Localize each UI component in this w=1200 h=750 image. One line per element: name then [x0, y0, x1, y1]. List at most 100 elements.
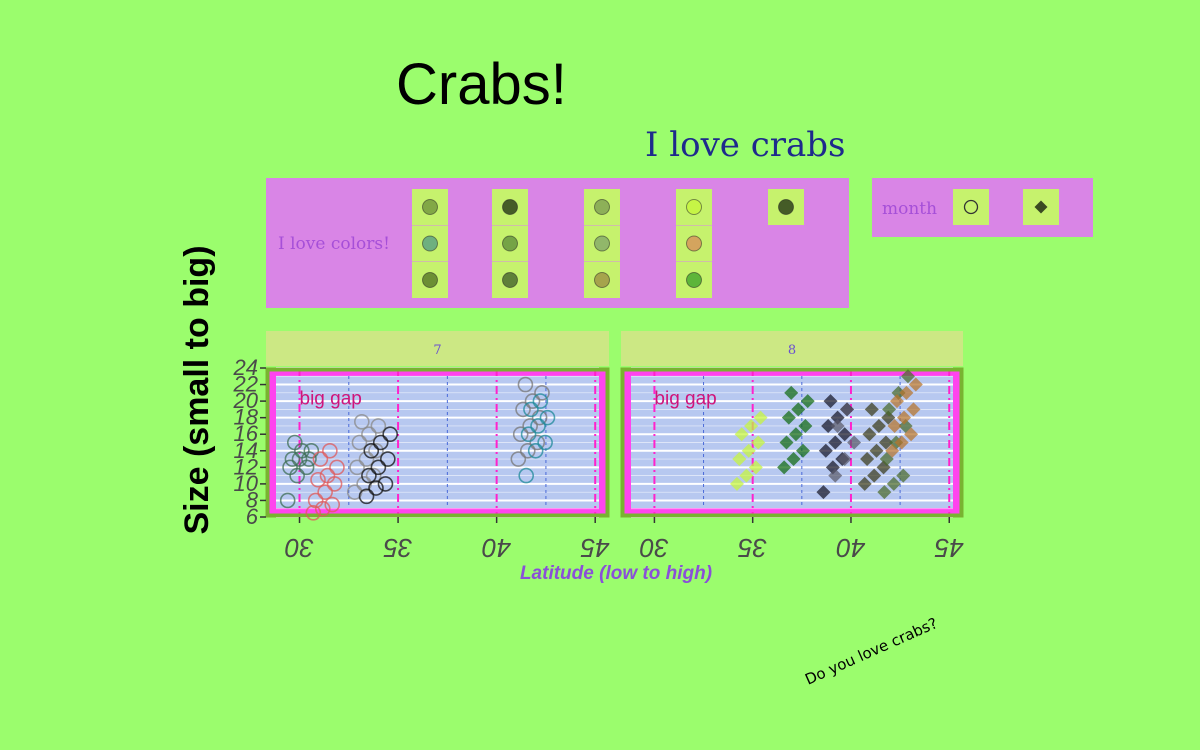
data-point	[368, 480, 384, 496]
shape-legend-keys	[953, 189, 1059, 225]
data-point	[537, 434, 553, 451]
data-point	[900, 369, 915, 384]
data-point	[284, 451, 301, 467]
x-tick-label: 40	[836, 533, 865, 563]
data-point	[319, 467, 336, 484]
color-legend-key-dot	[686, 235, 702, 252]
color-legend-key-dot	[594, 272, 610, 288]
x-tick-label: 30	[639, 533, 668, 563]
data-point	[887, 418, 902, 433]
data-point	[529, 434, 546, 451]
color-legend-key-dot	[686, 199, 702, 215]
facet-strip	[621, 331, 963, 366]
data-point	[860, 452, 875, 467]
data-point	[791, 402, 806, 417]
shape-legend-circle	[963, 199, 979, 215]
data-point	[828, 435, 843, 450]
data-point	[531, 409, 548, 426]
shape-legend-title: month	[882, 199, 937, 219]
data-point	[312, 451, 329, 467]
data-point	[523, 401, 539, 418]
color-legend-key-dot	[686, 272, 702, 288]
data-point	[897, 410, 912, 425]
data-point	[753, 410, 768, 425]
data-point	[748, 460, 763, 475]
data-point	[786, 452, 801, 467]
data-point	[279, 492, 296, 509]
color-legend-key-dot	[502, 199, 518, 215]
data-point	[894, 435, 909, 450]
data-point	[380, 451, 396, 467]
x-tick-label: 40	[482, 533, 511, 563]
data-point	[734, 427, 749, 442]
data-point	[867, 468, 882, 483]
data-point	[744, 418, 759, 433]
x-tick-label: 45	[934, 533, 963, 563]
facet-strip-label: 8	[788, 343, 796, 358]
data-point	[830, 418, 845, 433]
data-point	[307, 492, 324, 509]
y-tick-label: 10	[234, 471, 259, 496]
data-point	[800, 394, 815, 409]
color-legend-box	[266, 178, 849, 308]
y-tick-label: 24	[233, 355, 258, 380]
big-gap-annotation: big gap	[300, 388, 362, 409]
data-point	[871, 418, 886, 433]
data-point	[530, 418, 546, 434]
data-point	[788, 427, 803, 442]
data-point	[368, 442, 384, 459]
data-point	[524, 393, 541, 409]
data-point	[816, 485, 831, 500]
data-point	[862, 427, 877, 442]
y-tick-label: 8	[246, 487, 259, 512]
data-point	[798, 418, 813, 433]
data-point	[781, 410, 796, 425]
data-point	[751, 435, 766, 450]
data-point	[282, 459, 298, 476]
data-point	[882, 402, 897, 417]
facet-panel-8: 8 big gap 30 35 40 45	[620, 331, 964, 563]
y-axis-label: Size (small to big)	[178, 245, 216, 534]
data-point	[361, 426, 377, 443]
data-point	[517, 376, 534, 393]
data-point	[329, 459, 345, 476]
data-point	[784, 385, 799, 400]
data-point	[878, 435, 893, 450]
data-point	[864, 402, 879, 417]
x-tick-label: 35	[738, 533, 767, 563]
data-point	[904, 427, 919, 442]
data-point	[358, 488, 375, 505]
data-point	[818, 443, 833, 458]
data-point	[881, 410, 896, 425]
data-point	[732, 452, 747, 467]
data-point	[847, 435, 862, 450]
data-point	[777, 460, 792, 475]
data-point	[739, 468, 754, 483]
data-point	[741, 443, 756, 458]
data-point	[377, 476, 394, 492]
data-point	[363, 442, 380, 459]
data-point	[821, 418, 836, 433]
data-point	[532, 393, 549, 409]
color-legend-title: I love colors!	[278, 234, 390, 254]
data-point	[840, 402, 855, 417]
shape-legend-diamond	[1034, 200, 1048, 214]
facet-strip-label: 7	[433, 343, 441, 358]
big-gap-annotation: big gap	[654, 388, 716, 409]
data-point	[877, 485, 892, 500]
x-tick-label: 35	[383, 533, 412, 563]
data-point	[729, 476, 744, 491]
data-point	[779, 435, 794, 450]
y-tick-label: 22	[233, 372, 258, 397]
shape-legend-key-bg	[953, 189, 989, 225]
data-point	[906, 402, 921, 417]
data-point	[520, 426, 537, 443]
data-point	[534, 385, 550, 401]
data-point	[358, 451, 375, 467]
data-point	[354, 414, 370, 430]
data-point	[828, 468, 843, 483]
x-tick-label: 45	[580, 533, 609, 563]
data-point	[305, 505, 322, 521]
